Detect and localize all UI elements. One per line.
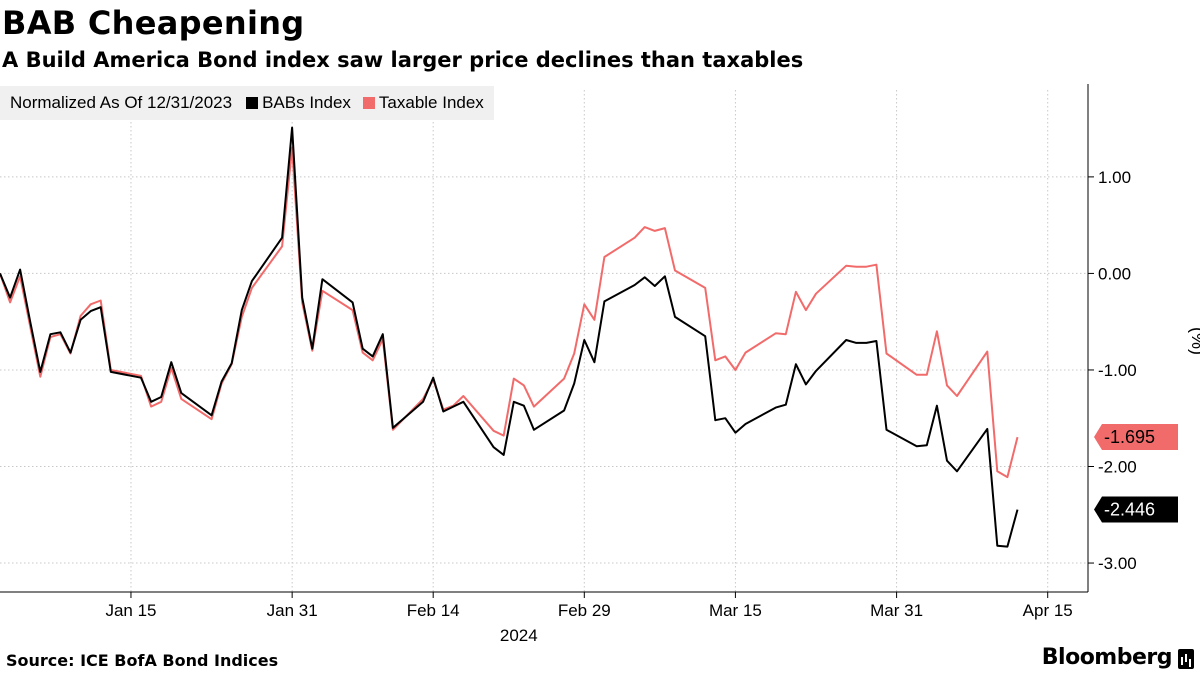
y-tick-label: -2.00 [1098,458,1137,477]
legend-item-babs: BABs Index [246,93,351,113]
y-tick-label: -3.00 [1098,554,1137,573]
legend-label-taxable: Taxable Index [378,93,484,112]
last-value-label-babs: -2.446 [1104,500,1155,520]
legend-label-babs: BABs Index [262,93,351,112]
chart-subtitle: A Build America Bond index saw larger pr… [2,48,804,72]
x-tick-label: Feb 14 [407,601,460,620]
source-note: Source: ICE BofA Bond Indices [6,651,279,670]
last-value-label-taxable: -1.695 [1104,427,1155,447]
chart-title: BAB Cheapening [2,4,305,42]
brand-logo: Bloomberg [1041,645,1173,670]
chart-legend: Normalized As Of 12/31/2023 BABs Index T… [0,86,494,120]
x-tick-label: Mar 31 [870,601,923,620]
brand-terminal-icon [1178,649,1194,669]
y-tick-label: 1.00 [1098,168,1131,187]
last-value-callout-babs [1094,496,1178,523]
y-tick-label: 0.00 [1098,264,1131,283]
legend-swatch-babs [246,97,259,109]
x-year-label: 2024 [500,626,538,645]
x-tick-label: Apr 15 [1023,601,1073,620]
last-value-callout-taxable [1094,424,1178,451]
y-axis-unit-label: (%) [1188,327,1200,355]
x-tick-label: Mar 15 [709,601,762,620]
x-tick-label: Jan 15 [105,601,156,620]
series-line-babs [0,126,1019,548]
line-chart: 1.00 0.00 -1.00 -2.00 -3.00 Jan 15 Jan 31 Feb 1… [0,84,1200,645]
y-tick-label: -1.00 [1098,361,1137,380]
x-tick-label: Feb 29 [558,601,611,620]
legend-swatch-taxable [362,97,375,109]
legend-item-taxable: Taxable Index [362,93,484,113]
legend-note: Normalized As Of 12/31/2023 [10,93,233,112]
x-tick-label: Jan 31 [267,601,318,620]
